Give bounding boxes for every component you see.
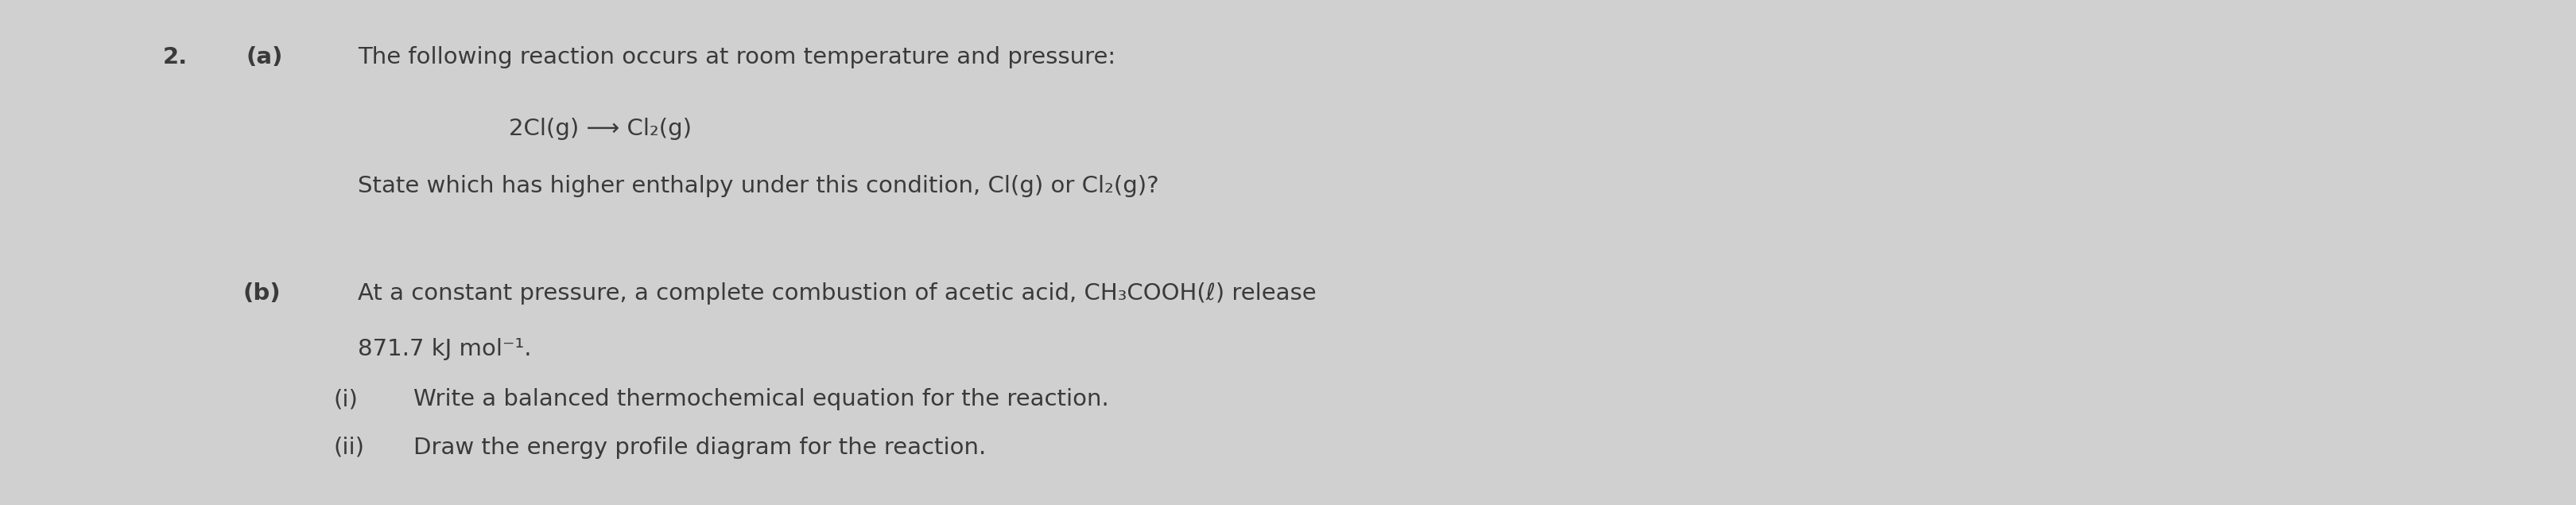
Text: State which has higher enthalpy under this condition, Cl(g) or Cl₂(g)?: State which has higher enthalpy under th… (358, 175, 1159, 197)
Text: Draw the energy profile diagram for the reaction.: Draw the energy profile diagram for the … (412, 437, 987, 459)
Text: 2.: 2. (162, 46, 188, 68)
Text: At a constant pressure, a complete combustion of acetic acid, CH₃COOH(ℓ) release: At a constant pressure, a complete combu… (358, 282, 1316, 305)
Text: 871.7 kJ mol⁻¹.: 871.7 kJ mol⁻¹. (358, 338, 531, 360)
Text: Write a balanced thermochemical equation for the reaction.: Write a balanced thermochemical equation… (412, 388, 1108, 411)
Text: (a): (a) (247, 46, 283, 68)
Text: 2Cl(g) ⟶ Cl₂(g): 2Cl(g) ⟶ Cl₂(g) (507, 118, 690, 140)
Text: (i): (i) (335, 388, 358, 411)
Text: The following reaction occurs at room temperature and pressure:: The following reaction occurs at room te… (358, 46, 1115, 68)
Text: (ii): (ii) (335, 437, 366, 459)
Text: (b): (b) (242, 282, 281, 305)
